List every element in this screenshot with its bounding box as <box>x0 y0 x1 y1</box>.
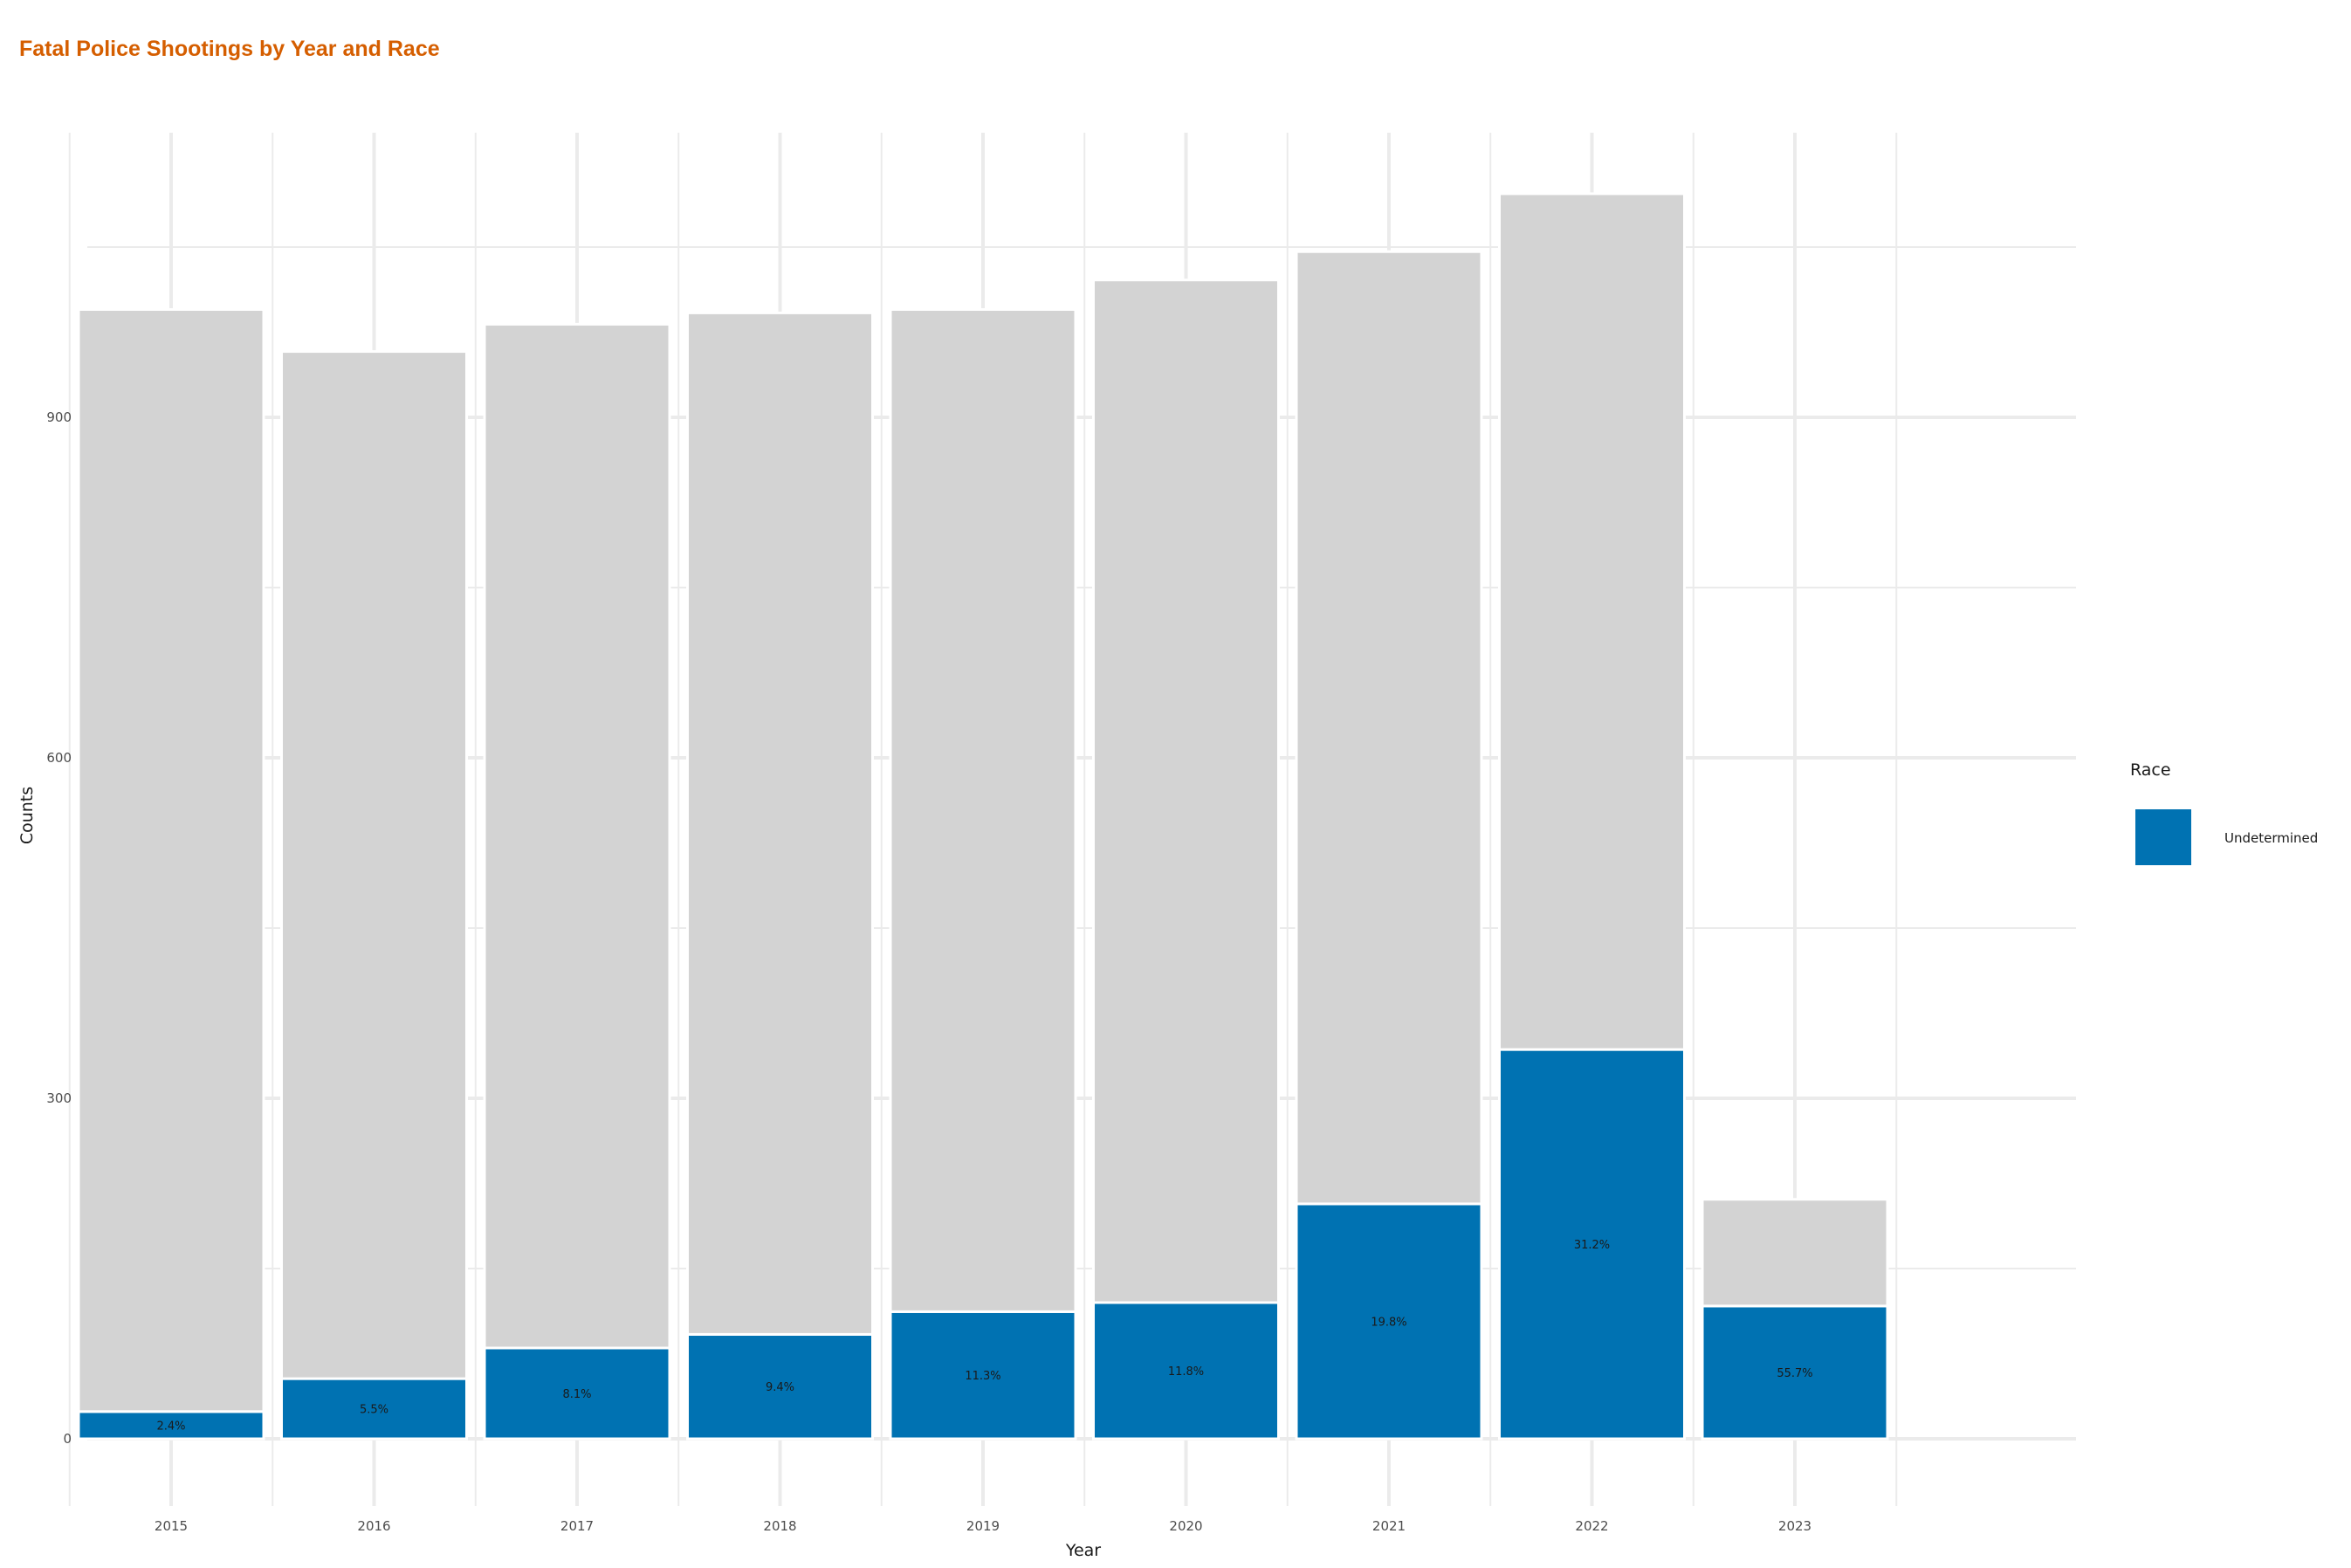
bar-value-label: 8.1% <box>562 1388 591 1401</box>
bar-value-label: 11.8% <box>1168 1365 1204 1379</box>
bar-other <box>483 322 671 1350</box>
bar-value-label: 5.5% <box>360 1404 388 1417</box>
x-tick-label: 2023 <box>1778 1518 1811 1534</box>
x-tick-label: 2017 <box>560 1518 594 1534</box>
bar-undetermined <box>1295 1202 1483 1441</box>
bar-value-label: 55.7% <box>1777 1367 1812 1380</box>
bar-other <box>1092 279 1280 1304</box>
bar-value-label: 19.8% <box>1371 1316 1406 1329</box>
bar-other <box>889 308 1077 1313</box>
y-tick-label: 600 <box>46 750 72 766</box>
bar-undetermined <box>1498 1048 1686 1441</box>
bar-value-label: 2.4% <box>156 1420 185 1433</box>
legend-swatch-undetermined <box>2135 809 2191 865</box>
y-tick-label: 900 <box>46 409 72 425</box>
x-tick-label: 2020 <box>1169 1518 1202 1534</box>
bar-other <box>686 311 874 1336</box>
x-tick-label: 2022 <box>1575 1518 1608 1534</box>
y-tick-label: 300 <box>46 1090 72 1106</box>
chart-title: Fatal Police Shootings by Year and Race <box>19 37 440 61</box>
x-axis-title: Year <box>1065 1541 1101 1560</box>
bar-labels: 2.4% 5.5% 8.1% 9.4% 11.3% 11.8% 19.8% 31.2% 55.7… <box>156 1239 1812 1433</box>
bar-value-label: 9.4% <box>766 1381 794 1394</box>
legend: Race Undetermined <box>2130 760 2318 865</box>
x-tick-label: 2018 <box>763 1518 796 1534</box>
bar-other <box>77 308 265 1413</box>
x-tick-label: 2021 <box>1372 1518 1406 1534</box>
x-tick-label: 2016 <box>357 1518 390 1534</box>
bars <box>77 192 1889 1441</box>
bar-value-label: 11.3% <box>965 1370 1000 1383</box>
bar-undetermined <box>77 1410 265 1441</box>
bar-other <box>1701 1198 1889 1308</box>
y-axis-title: Counts <box>17 787 37 844</box>
bar-other <box>1295 250 1483 1206</box>
y-axis: 0 300 600 900 <box>46 409 72 1447</box>
legend-label-undetermined: Undetermined <box>2224 830 2318 846</box>
legend-title: Race <box>2130 760 2171 780</box>
bar-value-label: 31.2% <box>1574 1239 1610 1252</box>
bar-undetermined <box>280 1377 468 1441</box>
bar-other <box>280 350 468 1380</box>
bar-undetermined <box>1092 1301 1280 1441</box>
x-tick-label: 2015 <box>155 1518 188 1534</box>
x-tick-label: 2019 <box>966 1518 1000 1534</box>
y-tick-label: 0 <box>63 1431 72 1447</box>
bar-undetermined <box>1701 1304 1889 1441</box>
bar-other <box>1498 192 1686 1051</box>
bar-undetermined <box>686 1332 874 1441</box>
x-axis: 2015 2016 2017 2018 2019 2020 2021 2022 2023 <box>155 1518 1811 1534</box>
bar-undetermined <box>483 1346 671 1441</box>
bar-undetermined <box>889 1310 1077 1441</box>
